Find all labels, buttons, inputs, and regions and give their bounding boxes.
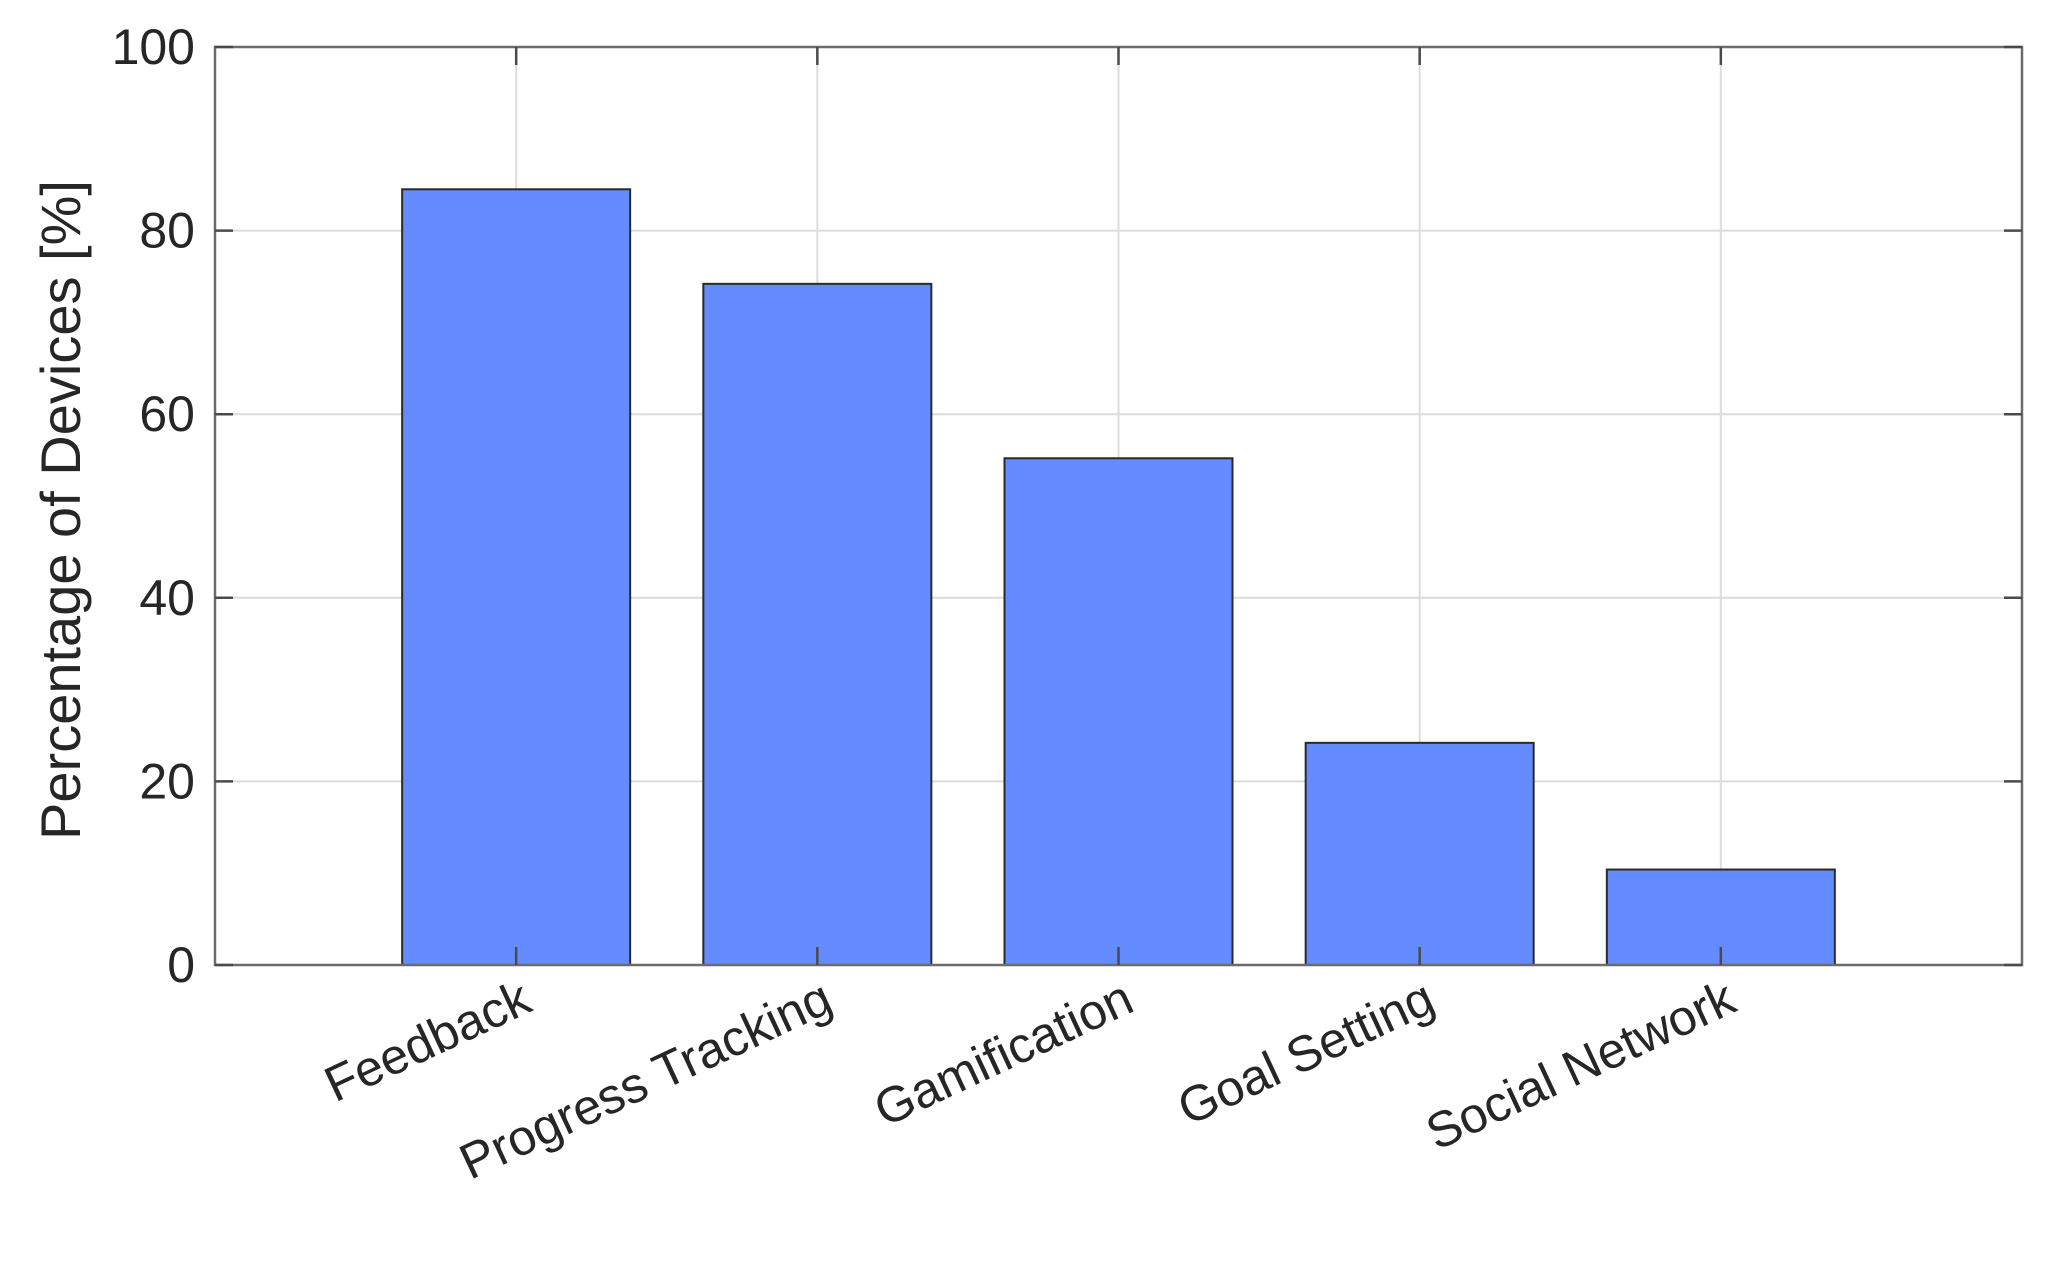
bar-goal-setting	[1304, 741, 1535, 966]
bar-progress-tracking	[702, 282, 933, 966]
x-tick-label: Feedback	[316, 969, 540, 1113]
bar-gamification	[1003, 457, 1234, 966]
y-axis-title: Percentage of Devices [%]	[29, 180, 92, 840]
y-tick-label: 20	[139, 753, 195, 809]
x-tick-label: Gamification	[866, 969, 1142, 1137]
bar-feedback	[401, 188, 632, 967]
x-tick-label: Social Network	[1418, 969, 1745, 1161]
y-tick-label: 80	[139, 203, 195, 259]
y-tick-label: 60	[139, 386, 195, 442]
axis-layer	[213, 45, 2024, 967]
x-tick-label: Goal Setting	[1169, 969, 1442, 1136]
bar-layer	[401, 188, 1836, 967]
y-tick-label: 40	[139, 570, 195, 626]
y-tick-label: 0	[167, 937, 195, 993]
y-tick-label: 100	[112, 19, 195, 75]
